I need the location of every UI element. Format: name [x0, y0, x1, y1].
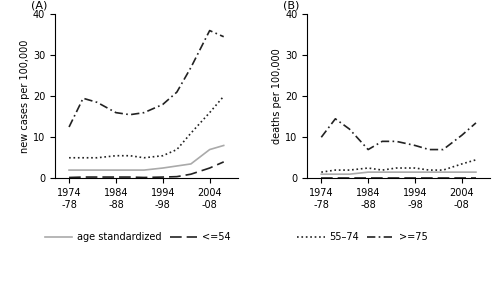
Legend: 55–74, >=75: 55–74, >=75 [298, 232, 428, 243]
Y-axis label: deaths per 100,000: deaths per 100,000 [272, 48, 282, 144]
Text: (A): (A) [31, 1, 48, 11]
Legend: age standardized, <=54: age standardized, <=54 [45, 232, 230, 243]
Text: (B): (B) [284, 1, 300, 11]
Y-axis label: new cases per 100,000: new cases per 100,000 [20, 40, 30, 153]
